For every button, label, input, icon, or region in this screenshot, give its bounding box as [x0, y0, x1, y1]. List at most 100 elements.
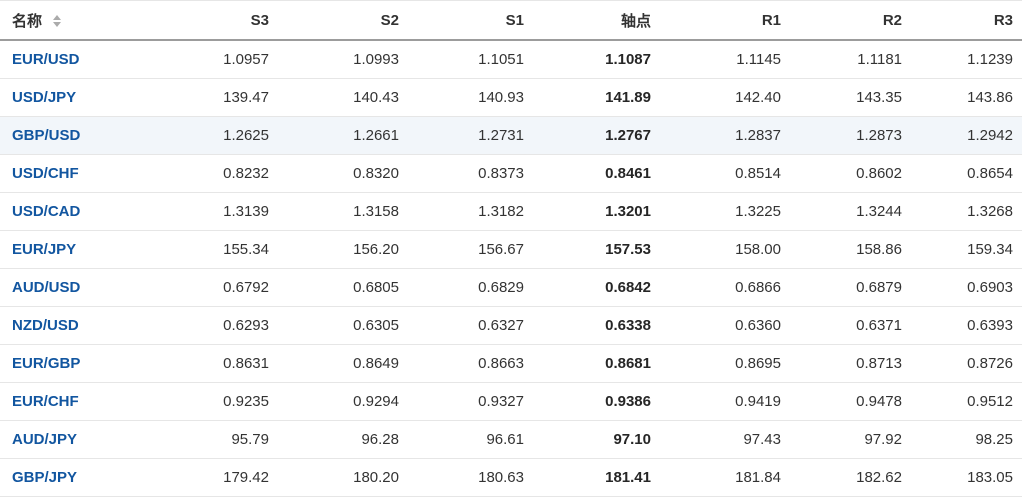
cell-s3: 1.0957: [150, 40, 278, 79]
table-row[interactable]: USD/JPY 139.47 140.43 140.93 141.89 142.…: [0, 78, 1022, 117]
cell-s3: 0.6293: [150, 306, 278, 345]
pair-name-cell: EUR/GBP: [0, 344, 150, 383]
cell-s2: 156.20: [278, 230, 408, 269]
column-header-name-label: 名称: [12, 12, 43, 30]
table-row[interactable]: USD/CAD 1.3139 1.3158 1.3182 1.3201 1.32…: [0, 192, 1022, 231]
cell-r2: 0.6879: [790, 268, 911, 307]
cell-s2: 180.20: [278, 458, 408, 497]
pair-link[interactable]: GBP/USD: [12, 127, 81, 144]
cell-pivot: 0.6338: [533, 306, 660, 345]
pair-link[interactable]: AUD/JPY: [12, 431, 78, 448]
table-row[interactable]: EUR/JPY 155.34 156.20 156.67 157.53 158.…: [0, 230, 1022, 269]
table-row[interactable]: NZD/USD 0.6293 0.6305 0.6327 0.6338 0.63…: [0, 306, 1022, 345]
cell-pivot: 0.8681: [533, 344, 660, 383]
table-row[interactable]: EUR/USD 1.0957 1.0993 1.1051 1.1087 1.11…: [0, 40, 1022, 79]
cell-r3: 159.34: [911, 230, 1022, 269]
cell-s2: 0.6805: [278, 268, 408, 307]
column-header-name[interactable]: 名称: [0, 0, 150, 41]
cell-s1: 0.6829: [408, 268, 533, 307]
cell-s3: 139.47: [150, 78, 278, 117]
pair-link[interactable]: NZD/USD: [12, 317, 79, 334]
cell-r3: 1.2942: [911, 116, 1022, 155]
cell-s1: 180.63: [408, 458, 533, 497]
cell-r2: 0.8713: [790, 344, 911, 383]
cell-r2: 0.6371: [790, 306, 911, 345]
cell-s2: 1.0993: [278, 40, 408, 79]
column-header-r1[interactable]: R1: [660, 0, 790, 41]
column-header-s3[interactable]: S3: [150, 0, 278, 41]
cell-pivot: 0.9386: [533, 382, 660, 421]
cell-r1: 0.6360: [660, 306, 790, 345]
table-row[interactable]: AUD/JPY 95.79 96.28 96.61 97.10 97.43 97…: [0, 420, 1022, 459]
cell-s1: 96.61: [408, 420, 533, 459]
cell-r2: 0.9478: [790, 382, 911, 421]
column-header-r2[interactable]: R2: [790, 0, 911, 41]
pair-link[interactable]: EUR/JPY: [12, 241, 77, 258]
pair-link[interactable]: EUR/CHF: [12, 393, 79, 410]
pair-link[interactable]: USD/CAD: [12, 203, 81, 220]
table-row[interactable]: AUD/USD 0.6792 0.6805 0.6829 0.6842 0.68…: [0, 268, 1022, 307]
cell-r1: 0.9419: [660, 382, 790, 421]
sort-up-arrow-icon: [53, 14, 62, 20]
cell-r2: 143.35: [790, 78, 911, 117]
cell-s3: 95.79: [150, 420, 278, 459]
cell-s2: 0.8649: [278, 344, 408, 383]
cell-r2: 1.2873: [790, 116, 911, 155]
cell-r1: 1.3225: [660, 192, 790, 231]
table-row[interactable]: GBP/JPY 179.42 180.20 180.63 181.41 181.…: [0, 458, 1022, 497]
pair-link[interactable]: EUR/GBP: [12, 355, 81, 372]
cell-s1: 1.2731: [408, 116, 533, 155]
cell-r3: 0.9512: [911, 382, 1022, 421]
pair-name-cell: USD/CAD: [0, 192, 150, 231]
pair-link[interactable]: USD/JPY: [12, 89, 77, 106]
table-row[interactable]: GBP/USD 1.2625 1.2661 1.2731 1.2767 1.28…: [0, 116, 1022, 155]
cell-r3: 0.6903: [911, 268, 1022, 307]
cell-r3: 183.05: [911, 458, 1022, 497]
cell-s2: 1.2661: [278, 116, 408, 155]
cell-r2: 1.3244: [790, 192, 911, 231]
column-header-s1[interactable]: S1: [408, 0, 533, 41]
cell-s2: 0.6305: [278, 306, 408, 345]
column-header-r3[interactable]: R3: [911, 0, 1022, 41]
cell-r1: 97.43: [660, 420, 790, 459]
cell-r1: 0.6866: [660, 268, 790, 307]
pair-name-cell: NZD/USD: [0, 306, 150, 345]
table-body: EUR/USD 1.0957 1.0993 1.1051 1.1087 1.11…: [0, 40, 1022, 497]
cell-s3: 0.8232: [150, 154, 278, 193]
cell-r3: 143.86: [911, 78, 1022, 117]
cell-s3: 0.6792: [150, 268, 278, 307]
pair-link[interactable]: GBP/JPY: [12, 469, 78, 486]
pair-link[interactable]: EUR/USD: [12, 51, 80, 68]
cell-r1: 1.2837: [660, 116, 790, 155]
cell-s2: 140.43: [278, 78, 408, 117]
table-row[interactable]: EUR/CHF 0.9235 0.9294 0.9327 0.9386 0.94…: [0, 382, 1022, 421]
pair-name-cell: AUD/USD: [0, 268, 150, 307]
pair-name-cell: USD/JPY: [0, 78, 150, 117]
cell-pivot: 157.53: [533, 230, 660, 269]
cell-r3: 98.25: [911, 420, 1022, 459]
cell-s3: 179.42: [150, 458, 278, 497]
sort-down-arrow-icon: [53, 21, 62, 27]
cell-s3: 1.2625: [150, 116, 278, 155]
cell-s3: 155.34: [150, 230, 278, 269]
cell-r1: 1.1145: [660, 40, 790, 79]
cell-s1: 0.9327: [408, 382, 533, 421]
pair-link[interactable]: USD/CHF: [12, 165, 79, 182]
pair-name-cell: USD/CHF: [0, 154, 150, 193]
pair-name-cell: GBP/USD: [0, 116, 150, 155]
column-header-s2[interactable]: S2: [278, 0, 408, 41]
cell-s1: 1.1051: [408, 40, 533, 79]
cell-r1: 142.40: [660, 78, 790, 117]
cell-s3: 0.9235: [150, 382, 278, 421]
sort-updown-icon[interactable]: [53, 14, 62, 27]
column-header-pivot[interactable]: 轴点: [533, 0, 660, 41]
cell-s1: 0.8663: [408, 344, 533, 383]
cell-pivot: 0.6842: [533, 268, 660, 307]
cell-r3: 0.8726: [911, 344, 1022, 383]
cell-s2: 1.3158: [278, 192, 408, 231]
pair-link[interactable]: AUD/USD: [12, 279, 81, 296]
table-row[interactable]: EUR/GBP 0.8631 0.8649 0.8663 0.8681 0.86…: [0, 344, 1022, 383]
table-row[interactable]: USD/CHF 0.8232 0.8320 0.8373 0.8461 0.85…: [0, 154, 1022, 193]
